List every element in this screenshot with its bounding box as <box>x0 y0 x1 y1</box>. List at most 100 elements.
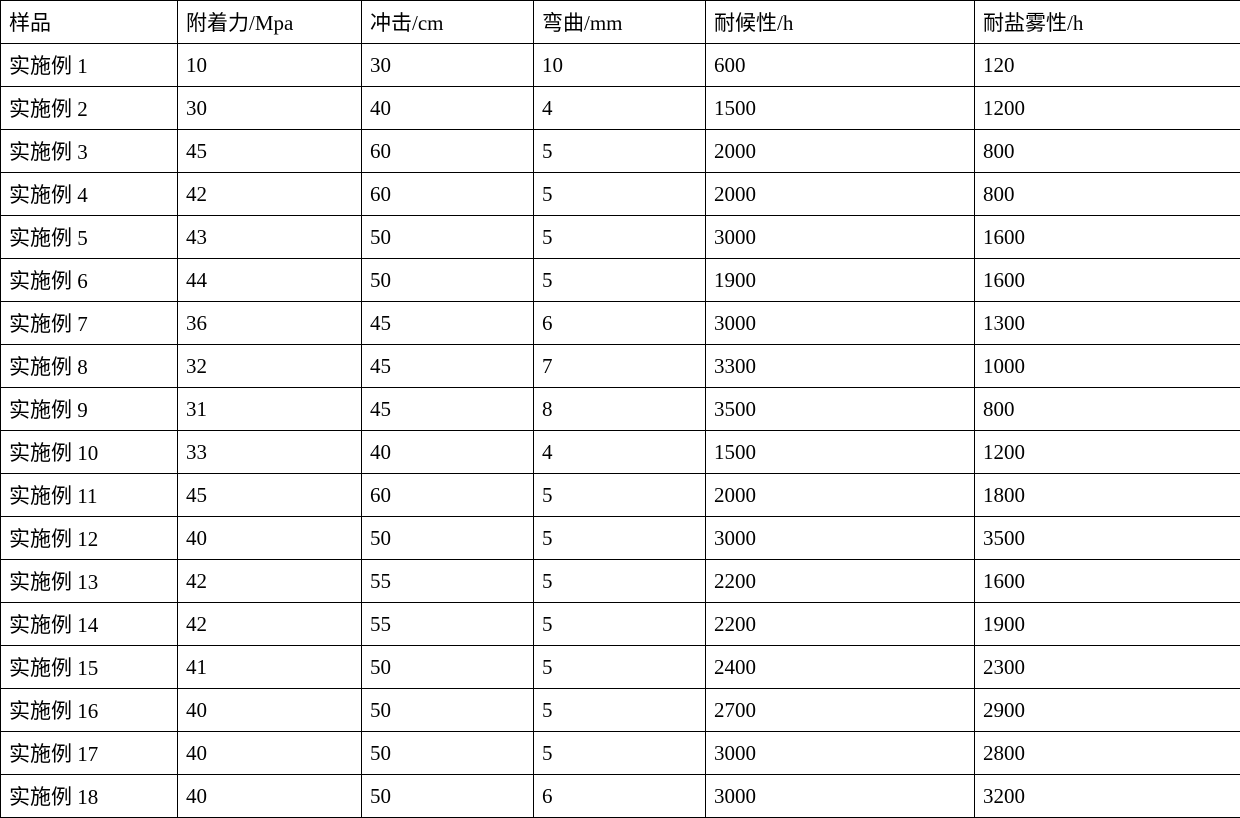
table-row: 实施例 18 40 50 6 3000 3200 <box>1 775 1240 818</box>
table-row: 实施例 6 44 50 5 1900 1600 <box>1 259 1240 302</box>
cell-sample: 实施例 3 <box>1 130 178 173</box>
cell-impact: 45 <box>362 302 534 345</box>
cell-sample: 实施例 14 <box>1 603 178 646</box>
cell-weather: 3300 <box>706 345 975 388</box>
cell-salt: 800 <box>975 388 1240 431</box>
cell-impact: 50 <box>362 259 534 302</box>
table-row: 实施例 4 42 60 5 2000 800 <box>1 173 1240 216</box>
cell-bend: 5 <box>534 259 706 302</box>
cell-adhesion: 45 <box>178 130 362 173</box>
table-body: 实施例 1 10 30 10 600 120 实施例 2 30 40 4 150… <box>1 44 1240 818</box>
cell-impact: 50 <box>362 732 534 775</box>
cell-weather: 1500 <box>706 87 975 130</box>
cell-bend: 7 <box>534 345 706 388</box>
cell-adhesion: 41 <box>178 646 362 689</box>
cell-impact: 55 <box>362 603 534 646</box>
cell-salt: 1200 <box>975 431 1240 474</box>
header-bend: 弯曲/mm <box>534 1 706 44</box>
cell-salt: 2800 <box>975 732 1240 775</box>
cell-salt: 1800 <box>975 474 1240 517</box>
cell-salt: 1300 <box>975 302 1240 345</box>
cell-salt: 120 <box>975 44 1240 87</box>
table-row: 实施例 1 10 30 10 600 120 <box>1 44 1240 87</box>
cell-salt: 1000 <box>975 345 1240 388</box>
cell-salt: 800 <box>975 130 1240 173</box>
cell-weather: 2200 <box>706 560 975 603</box>
cell-sample: 实施例 2 <box>1 87 178 130</box>
cell-sample: 实施例 9 <box>1 388 178 431</box>
cell-adhesion: 40 <box>178 732 362 775</box>
table-row: 实施例 3 45 60 5 2000 800 <box>1 130 1240 173</box>
cell-sample: 实施例 1 <box>1 44 178 87</box>
cell-salt: 1200 <box>975 87 1240 130</box>
table-row: 实施例 17 40 50 5 3000 2800 <box>1 732 1240 775</box>
table-row: 实施例 11 45 60 5 2000 1800 <box>1 474 1240 517</box>
cell-bend: 8 <box>534 388 706 431</box>
cell-weather: 2000 <box>706 130 975 173</box>
cell-weather: 1500 <box>706 431 975 474</box>
cell-weather: 3000 <box>706 775 975 818</box>
cell-salt: 2900 <box>975 689 1240 732</box>
cell-sample: 实施例 17 <box>1 732 178 775</box>
table-row: 实施例 14 42 55 5 2200 1900 <box>1 603 1240 646</box>
cell-bend: 4 <box>534 431 706 474</box>
header-adhesion: 附着力/Mpa <box>178 1 362 44</box>
cell-weather: 3000 <box>706 732 975 775</box>
cell-adhesion: 36 <box>178 302 362 345</box>
cell-impact: 60 <box>362 173 534 216</box>
cell-adhesion: 40 <box>178 517 362 560</box>
cell-adhesion: 31 <box>178 388 362 431</box>
cell-bend: 5 <box>534 517 706 560</box>
cell-sample: 实施例 5 <box>1 216 178 259</box>
cell-impact: 30 <box>362 44 534 87</box>
cell-bend: 4 <box>534 87 706 130</box>
cell-weather: 2200 <box>706 603 975 646</box>
table-row: 实施例 9 31 45 8 3500 800 <box>1 388 1240 431</box>
cell-impact: 40 <box>362 431 534 474</box>
cell-impact: 50 <box>362 216 534 259</box>
cell-salt: 3500 <box>975 517 1240 560</box>
cell-bend: 6 <box>534 775 706 818</box>
cell-sample: 实施例 16 <box>1 689 178 732</box>
cell-adhesion: 42 <box>178 560 362 603</box>
cell-adhesion: 40 <box>178 689 362 732</box>
cell-impact: 50 <box>362 517 534 560</box>
header-sample: 样品 <box>1 1 178 44</box>
cell-sample: 实施例 12 <box>1 517 178 560</box>
cell-adhesion: 42 <box>178 603 362 646</box>
header-weather: 耐候性/h <box>706 1 975 44</box>
cell-impact: 60 <box>362 130 534 173</box>
cell-weather: 3000 <box>706 517 975 560</box>
table-row: 实施例 2 30 40 4 1500 1200 <box>1 87 1240 130</box>
cell-adhesion: 10 <box>178 44 362 87</box>
cell-sample: 实施例 4 <box>1 173 178 216</box>
cell-impact: 40 <box>362 87 534 130</box>
cell-sample: 实施例 18 <box>1 775 178 818</box>
cell-weather: 3000 <box>706 216 975 259</box>
cell-bend: 10 <box>534 44 706 87</box>
cell-sample: 实施例 15 <box>1 646 178 689</box>
cell-impact: 50 <box>362 775 534 818</box>
cell-weather: 1900 <box>706 259 975 302</box>
cell-impact: 60 <box>362 474 534 517</box>
cell-sample: 实施例 7 <box>1 302 178 345</box>
header-salt: 耐盐雾性/h <box>975 1 1240 44</box>
table-row: 实施例 8 32 45 7 3300 1000 <box>1 345 1240 388</box>
cell-sample: 实施例 6 <box>1 259 178 302</box>
cell-sample: 实施例 11 <box>1 474 178 517</box>
cell-bend: 5 <box>534 474 706 517</box>
cell-weather: 3000 <box>706 302 975 345</box>
cell-adhesion: 30 <box>178 87 362 130</box>
cell-salt: 2300 <box>975 646 1240 689</box>
table-row: 实施例 15 41 50 5 2400 2300 <box>1 646 1240 689</box>
cell-weather: 2000 <box>706 474 975 517</box>
cell-salt: 1600 <box>975 216 1240 259</box>
cell-weather: 3500 <box>706 388 975 431</box>
cell-salt: 3200 <box>975 775 1240 818</box>
cell-adhesion: 33 <box>178 431 362 474</box>
cell-bend: 5 <box>534 560 706 603</box>
table-row: 实施例 5 43 50 5 3000 1600 <box>1 216 1240 259</box>
table-header: 样品 附着力/Mpa 冲击/cm 弯曲/mm 耐候性/h 耐盐雾性/h <box>1 1 1240 44</box>
cell-adhesion: 32 <box>178 345 362 388</box>
data-table-container: 样品 附着力/Mpa 冲击/cm 弯曲/mm 耐候性/h 耐盐雾性/h 实施例 … <box>0 0 1240 818</box>
